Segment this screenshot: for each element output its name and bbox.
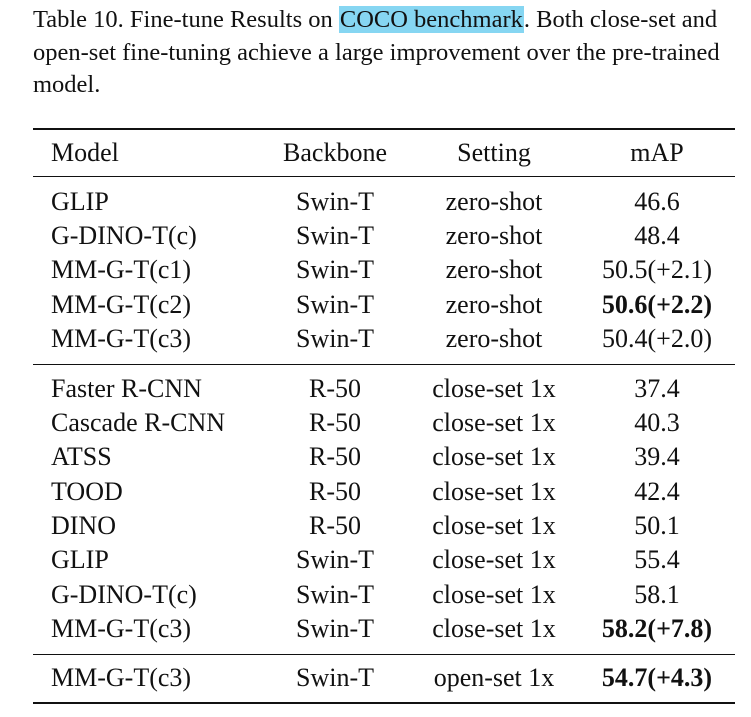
map-cell: 48.4 bbox=[634, 221, 680, 250]
table-row: MM-G-T(c2) Swin-T zero-shot 50.6(+2.2) bbox=[0, 288, 751, 322]
setting-cell: close-set 1x bbox=[432, 511, 556, 540]
setting-cell: zero-shot bbox=[445, 255, 543, 284]
table-row: MM-G-T(c1) Swin-T zero-shot 50.5(+2.1) bbox=[0, 253, 751, 287]
setting-cell: zero-shot bbox=[445, 187, 543, 216]
table-row: GLIP Swin-T zero-shot 46.6 bbox=[0, 185, 751, 219]
map-cell: 50.4(+2.0) bbox=[602, 324, 712, 353]
map-cell: 42.4 bbox=[634, 477, 680, 506]
header-map: mAP bbox=[630, 138, 684, 167]
model-cell: MM-G-T(c2) bbox=[51, 290, 192, 319]
table-row: ATSS R-50 close-set 1x 39.4 bbox=[0, 440, 751, 474]
backbone-cell: Swin-T bbox=[296, 614, 374, 643]
model-cell: MM-G-T(c3) bbox=[51, 663, 192, 692]
map-cell: 39.4 bbox=[634, 442, 680, 471]
backbone-cell: Swin-T bbox=[296, 580, 374, 609]
table-row: MM-G-T(c3) Swin-T zero-shot 50.4(+2.0) bbox=[0, 322, 751, 356]
table-row: MM-G-T(c3) Swin-T open-set 1x 54.7(+4.3) bbox=[0, 661, 751, 695]
model-cell: G-DINO-T(c) bbox=[51, 580, 197, 609]
backbone-cell: Swin-T bbox=[296, 324, 374, 353]
setting-cell: close-set 1x bbox=[432, 614, 556, 643]
setting-cell: close-set 1x bbox=[432, 477, 556, 506]
map-cell: 50.1 bbox=[634, 511, 680, 540]
map-cell: 55.4 bbox=[634, 545, 680, 574]
model-cell: MM-G-T(c1) bbox=[51, 255, 192, 284]
setting-cell: close-set 1x bbox=[432, 374, 556, 403]
backbone-cell: Swin-T bbox=[296, 221, 374, 250]
backbone-cell: Swin-T bbox=[296, 255, 374, 284]
model-cell: ATSS bbox=[51, 442, 112, 471]
map-cell: 40.3 bbox=[634, 408, 680, 437]
top-rule bbox=[33, 128, 735, 130]
map-cell: 46.6 bbox=[634, 187, 680, 216]
map-cell: 58.2(+7.8) bbox=[601, 614, 713, 643]
table-row: G-DINO-T(c) Swin-T close-set 1x 58.1 bbox=[0, 578, 751, 612]
model-cell: GLIP bbox=[51, 545, 109, 574]
map-cell: 50.5(+2.1) bbox=[602, 255, 712, 284]
table-row: Cascade R-CNN R-50 close-set 1x 40.3 bbox=[0, 406, 751, 440]
header-row: Model Backbone Setting mAP bbox=[0, 136, 751, 170]
backbone-cell: R-50 bbox=[309, 408, 361, 437]
backbone-cell: R-50 bbox=[309, 374, 361, 403]
caption-highlight[interactable]: COCO benchmark bbox=[338, 6, 524, 33]
model-cell: MM-G-T(c3) bbox=[51, 614, 192, 643]
model-cell: GLIP bbox=[51, 187, 109, 216]
model-cell: MM-G-T(c3) bbox=[51, 324, 192, 353]
header-backbone: Backbone bbox=[283, 138, 387, 167]
bottom-rule bbox=[33, 702, 735, 704]
table-row: GLIP Swin-T close-set 1x 55.4 bbox=[0, 543, 751, 577]
header-setting: Setting bbox=[457, 138, 531, 167]
backbone-cell: Swin-T bbox=[296, 663, 374, 692]
setting-cell: close-set 1x bbox=[432, 408, 556, 437]
table-row: DINO R-50 close-set 1x 50.1 bbox=[0, 509, 751, 543]
header-model: Model bbox=[51, 138, 119, 167]
caption-prefix: Table 10. Fine-tune Results on bbox=[33, 6, 339, 33]
backbone-cell: R-50 bbox=[309, 477, 361, 506]
setting-cell: zero-shot bbox=[445, 290, 543, 319]
map-cell: 37.4 bbox=[634, 374, 680, 403]
backbone-cell: Swin-T bbox=[296, 187, 374, 216]
setting-cell: zero-shot bbox=[445, 324, 543, 353]
model-cell: TOOD bbox=[51, 477, 123, 506]
table-caption: Table 10. Fine-tune Results on COCO benc… bbox=[33, 4, 723, 102]
backbone-cell: R-50 bbox=[309, 442, 361, 471]
model-cell: Faster R-CNN bbox=[51, 374, 202, 403]
backbone-cell: Swin-T bbox=[296, 290, 374, 319]
table-row: TOOD R-50 close-set 1x 42.4 bbox=[0, 475, 751, 509]
setting-cell: zero-shot bbox=[445, 221, 543, 250]
backbone-cell: R-50 bbox=[309, 511, 361, 540]
group-rule-2 bbox=[33, 654, 735, 655]
table-row: Faster R-CNN R-50 close-set 1x 37.4 bbox=[0, 372, 751, 406]
map-cell: 58.1 bbox=[634, 580, 680, 609]
model-cell: Cascade R-CNN bbox=[51, 408, 226, 437]
model-cell: G-DINO-T(c) bbox=[51, 221, 197, 250]
setting-cell: close-set 1x bbox=[432, 442, 556, 471]
backbone-cell: Swin-T bbox=[296, 545, 374, 574]
group-rule-1 bbox=[33, 364, 735, 365]
header-rule bbox=[33, 176, 735, 177]
setting-cell: close-set 1x bbox=[432, 545, 556, 574]
table-row: G-DINO-T(c) Swin-T zero-shot 48.4 bbox=[0, 219, 751, 253]
caption-suffix: . Both close-set and open-set fine-tunin… bbox=[33, 6, 720, 98]
setting-cell: open-set 1x bbox=[433, 663, 555, 692]
map-cell: 54.7(+4.3) bbox=[601, 663, 713, 692]
model-cell: DINO bbox=[51, 511, 116, 540]
map-cell: 50.6(+2.2) bbox=[601, 290, 713, 319]
table-row: MM-G-T(c3) Swin-T close-set 1x 58.2(+7.8) bbox=[0, 612, 751, 646]
setting-cell: close-set 1x bbox=[432, 580, 556, 609]
